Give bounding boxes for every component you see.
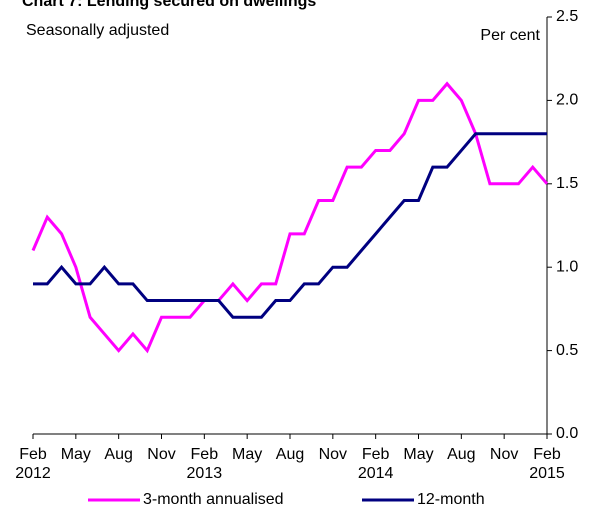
x-tick-label: Aug xyxy=(104,446,133,463)
y-tick-label: 1.0 xyxy=(556,258,578,275)
x-tick-label: Aug xyxy=(275,446,305,463)
series-line xyxy=(33,132,547,319)
chart-title: Chart 7: Lending secured on dwellings xyxy=(22,0,316,10)
x-tick-label: May xyxy=(403,446,434,463)
x-tick-label: May xyxy=(60,446,91,463)
x-tick-label: Nov xyxy=(147,446,176,463)
legend-label: 3-month annualised xyxy=(143,491,284,508)
x-tick-label: Feb 2015 xyxy=(529,446,565,482)
x-tick-label: May xyxy=(232,446,263,463)
y-tick-label: 0.0 xyxy=(556,425,578,442)
y-tick-label: 2.0 xyxy=(556,92,578,109)
y-tick-label: 0.5 xyxy=(556,342,578,359)
y-axis-label: Per cent xyxy=(480,27,540,44)
x-tick-label: Nov xyxy=(318,446,348,463)
chart-subtitle: Seasonally adjusted xyxy=(26,22,169,39)
x-tick-label: Nov xyxy=(489,446,519,463)
series-line xyxy=(31,81,549,354)
x-tick-label: Aug xyxy=(447,446,476,463)
x-tick-label: Feb 2012 xyxy=(15,446,51,482)
x-tick-label: Feb 2014 xyxy=(357,446,394,482)
y-tick-label: 1.5 xyxy=(556,175,578,192)
y-tick-label: 2.5 xyxy=(556,8,578,25)
legend-label: 12-month xyxy=(417,491,485,508)
x-tick-label: Feb 2013 xyxy=(186,446,223,482)
